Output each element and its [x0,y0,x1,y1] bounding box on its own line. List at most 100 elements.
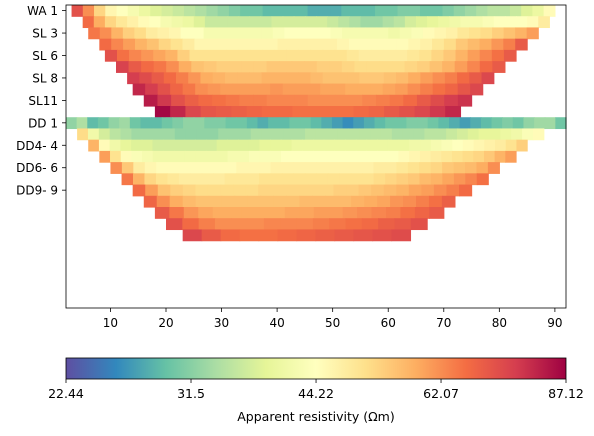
heatmap-cell [250,128,263,141]
heatmap-cell [185,128,198,141]
heatmap-cell [120,150,132,163]
heatmap-cell [144,162,157,174]
heatmap-cell [445,27,459,40]
heatmap-cell [227,16,239,29]
y-tick-label: SL 6 [32,49,58,63]
heatmap-cell [377,150,389,163]
heatmap-cell [280,150,293,163]
heatmap-cell [462,150,474,163]
heatmap-cell [171,16,184,29]
heatmap-cell [284,207,300,219]
heatmap-cell [348,128,360,141]
heatmap-cell [213,49,227,62]
heatmap-cell [455,38,469,51]
heatmap-cell [538,16,550,29]
heatmap-cell [462,139,475,152]
heatmap-cell [122,27,135,40]
heatmap-cell [448,117,461,130]
heatmap-cell [258,229,279,242]
heatmap-cell [182,83,196,96]
heatmap-cell [241,207,257,219]
heatmap-cell [109,128,122,141]
heatmap-cell [364,195,378,208]
heatmap-cell [280,218,298,231]
heatmap-cell [308,184,322,197]
heatmap-cell [232,83,246,96]
heatmap-cell [216,16,228,29]
heatmap-cell [189,49,203,62]
heatmap-cell [411,27,424,40]
heatmap-cell [489,128,501,141]
heatmap-cell [355,150,368,163]
heatmap-cell [451,150,464,163]
heatmap-cell [479,38,493,51]
heatmap-cell [178,61,192,73]
heatmap-cell [88,139,100,152]
heatmap-cell [328,207,344,219]
heatmap-cell [366,150,378,163]
heatmap-cell [121,162,134,174]
heatmap-cell [476,5,489,17]
heatmap-cell [116,49,130,62]
heatmap-cell [249,16,262,29]
heatmap-cell [257,117,269,130]
heatmap-cell [99,27,112,40]
heatmap-cell [373,173,386,186]
heatmap-cell [434,27,447,40]
heatmap-cell [419,173,432,186]
heatmap-cell [521,5,534,17]
heatmap-cell [302,150,314,163]
heatmap-cell [464,5,477,17]
heatmap-cell [444,72,458,85]
heatmap-cell [396,38,409,51]
heatmap-cell [246,117,259,130]
heatmap-cell [77,128,89,141]
heatmap-cell [105,5,118,17]
heatmap-cell [338,16,350,29]
heatmap-cell [438,117,450,130]
heatmap-cell [479,49,493,62]
heatmap-cell [203,27,216,40]
heatmap-cell [330,27,343,40]
heatmap-cell [274,49,287,62]
heatmap-cell [377,195,391,208]
heatmap-cells [66,5,567,242]
x-tick-label: 70 [436,316,451,330]
heatmap-cell [351,195,365,208]
heatmap-cell [163,72,177,85]
heatmap-cell [316,16,328,29]
heatmap-cell [304,162,317,174]
heatmap-cell [408,38,421,51]
heatmap-cell [256,207,272,219]
heatmap-cell [282,162,295,174]
heatmap-cell [389,94,404,107]
heatmap-cell [505,150,517,163]
heatmap-cell [398,139,410,152]
heatmap-cell [491,117,503,130]
heatmap-cell [277,106,293,118]
heatmap-cell [313,150,325,163]
heatmap-cell [371,72,385,85]
heatmap-cell [143,195,158,208]
heatmap-cell [238,27,251,40]
heatmap-cell [227,207,243,219]
heatmap-cell [390,195,404,208]
heatmap-cell [321,94,336,107]
heatmap-cell [399,106,416,118]
heatmap-cell [228,61,243,73]
heatmap-cell [360,38,374,51]
heatmap-cell [430,150,442,163]
colorbar-label: Apparent resistivity (Ωm) [237,409,394,424]
heatmap-cell [259,173,272,186]
heatmap-cell [505,139,517,152]
heatmap-cell [111,38,124,51]
heatmap-cell [257,83,271,96]
heatmap-cell [293,173,306,186]
heatmap-cell [327,162,340,174]
heatmap-cell [204,117,216,130]
heatmap-cell [527,16,539,29]
heatmap-cell [441,150,453,163]
heatmap-cell [238,150,250,163]
heatmap-cell [345,83,359,96]
heatmap-cell [331,117,344,130]
